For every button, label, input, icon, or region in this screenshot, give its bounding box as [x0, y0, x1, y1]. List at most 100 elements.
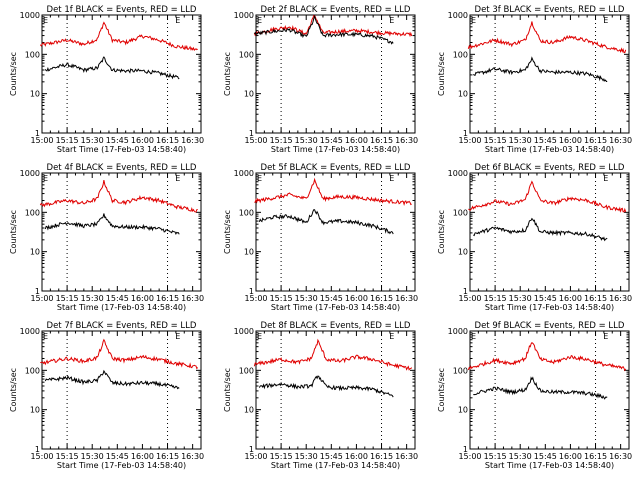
panel-title: Det 1f BLACK = Events, RED = LLD [47, 5, 197, 15]
series-events-line [258, 209, 394, 235]
x-tick-label: 15:00 [458, 136, 481, 145]
event-marker-label: E [389, 332, 394, 341]
y-tick-label: 100 [239, 208, 254, 217]
x-tick-label: 15:00 [30, 136, 53, 145]
series-events-line [44, 369, 180, 390]
y-tick-label: 1000 [234, 327, 254, 336]
series-events-line [44, 213, 180, 236]
series-lld-line [39, 180, 198, 213]
event-marker-label: E [389, 16, 394, 25]
x-tick-label: 16:15 [156, 294, 179, 303]
x-tick-label: 15:30 [509, 294, 532, 303]
y-tick-label: 10 [30, 406, 40, 415]
x-tick-label: 16:00 [559, 294, 582, 303]
y-tick-label: 10 [458, 406, 468, 415]
x-tick-label: 16:00 [345, 136, 368, 145]
x-tick-label: 15:45 [106, 136, 129, 145]
panel-title: Det 7f BLACK = Events, RED = LLD [47, 321, 197, 331]
y-tick-label: 100 [453, 366, 468, 375]
y-tick-label: 1 [249, 445, 254, 454]
event-marker-label: E [389, 174, 394, 183]
y-tick-label: 1 [35, 445, 40, 454]
y-tick-label: 10 [30, 90, 40, 99]
y-tick-label: 1000 [20, 327, 40, 336]
x-tick-label: 15:45 [320, 294, 343, 303]
x-axis-label: Start Time (17-Feb-03 14:58:40) [485, 303, 614, 312]
series-lld-line [467, 342, 627, 372]
x-tick-label: 15:15 [270, 452, 293, 461]
event-marker-label: E [43, 16, 48, 25]
x-axis-label: Start Time (17-Feb-03 14:58:40) [57, 303, 186, 312]
event-marker-label: E [603, 16, 608, 25]
y-tick-label: 1 [463, 445, 468, 454]
x-tick-label: 15:00 [244, 452, 267, 461]
x-tick-label: 16:00 [559, 136, 582, 145]
series-events-line [473, 217, 608, 242]
x-tick-label: 15:45 [534, 136, 557, 145]
x-tick-label: 16:00 [345, 452, 368, 461]
series-lld-line [253, 338, 413, 371]
y-tick-label: 1 [463, 129, 468, 138]
plot-frame [41, 330, 202, 450]
panel-title: Det 3f BLACK = Events, RED = LLD [475, 5, 625, 15]
y-tick-label: 1000 [234, 169, 254, 178]
event-marker-label: E [175, 16, 180, 25]
series-lld-line [39, 21, 198, 51]
event-marker-label: E [43, 174, 48, 183]
x-tick-label: 15:15 [484, 136, 507, 145]
plot-frame [255, 14, 416, 134]
y-tick-label: 1000 [20, 169, 40, 178]
y-axis-label: Counts/sec [437, 52, 446, 96]
panel-title: Det 4f BLACK = Events, RED = LLD [47, 163, 197, 173]
y-tick-label: 100 [453, 50, 468, 59]
x-tick-label: 16:15 [584, 136, 607, 145]
x-tick-label: 15:30 [295, 136, 318, 145]
x-tick-label: 16:30 [609, 294, 632, 303]
x-tick-label: 15:30 [81, 452, 104, 461]
y-tick-label: 1 [249, 287, 254, 296]
x-tick-label: 16:30 [395, 294, 418, 303]
y-tick-label: 1 [35, 129, 40, 138]
event-marker-label: E [257, 16, 262, 25]
y-tick-label: 100 [25, 50, 40, 59]
y-tick-label: 100 [453, 208, 468, 217]
x-tick-label: 15:00 [30, 452, 53, 461]
x-tick-label: 15:00 [244, 294, 267, 303]
y-tick-label: 100 [25, 366, 40, 375]
plot-frame [469, 172, 630, 292]
plot-frame [41, 14, 202, 134]
x-tick-label: 16:30 [395, 136, 418, 145]
x-tick-label: 15:45 [320, 452, 343, 461]
series-lld-line [253, 14, 413, 38]
x-axis-label: Start Time (17-Feb-03 14:58:40) [271, 461, 400, 470]
plot-frame [469, 14, 630, 134]
x-tick-label: 16:15 [370, 136, 393, 145]
x-tick-label: 15:45 [534, 452, 557, 461]
panel-title: Det 6f BLACK = Events, RED = LLD [475, 163, 625, 173]
x-tick-label: 15:30 [81, 294, 104, 303]
x-tick-label: 15:15 [56, 136, 79, 145]
y-tick-label: 10 [30, 248, 40, 257]
x-tick-label: 15:30 [81, 136, 104, 145]
x-tick-label: 15:15 [270, 136, 293, 145]
x-tick-label: 16:30 [609, 136, 632, 145]
x-tick-label: 16:30 [395, 452, 418, 461]
x-tick-label: 15:00 [458, 294, 481, 303]
panel-title: Det 9f BLACK = Events, RED = LLD [475, 321, 625, 331]
x-tick-label: 15:30 [295, 452, 318, 461]
y-tick-label: 1000 [448, 11, 468, 20]
series-events-line [473, 56, 608, 82]
event-marker-label: E [471, 16, 476, 25]
y-axis-label: Counts/sec [9, 210, 18, 254]
x-tick-label: 15:00 [244, 136, 267, 145]
x-tick-label: 16:00 [131, 294, 154, 303]
event-marker-label: E [43, 332, 48, 341]
series-lld-line [467, 21, 627, 54]
x-axis-label: Start Time (17-Feb-03 14:58:40) [485, 461, 614, 470]
